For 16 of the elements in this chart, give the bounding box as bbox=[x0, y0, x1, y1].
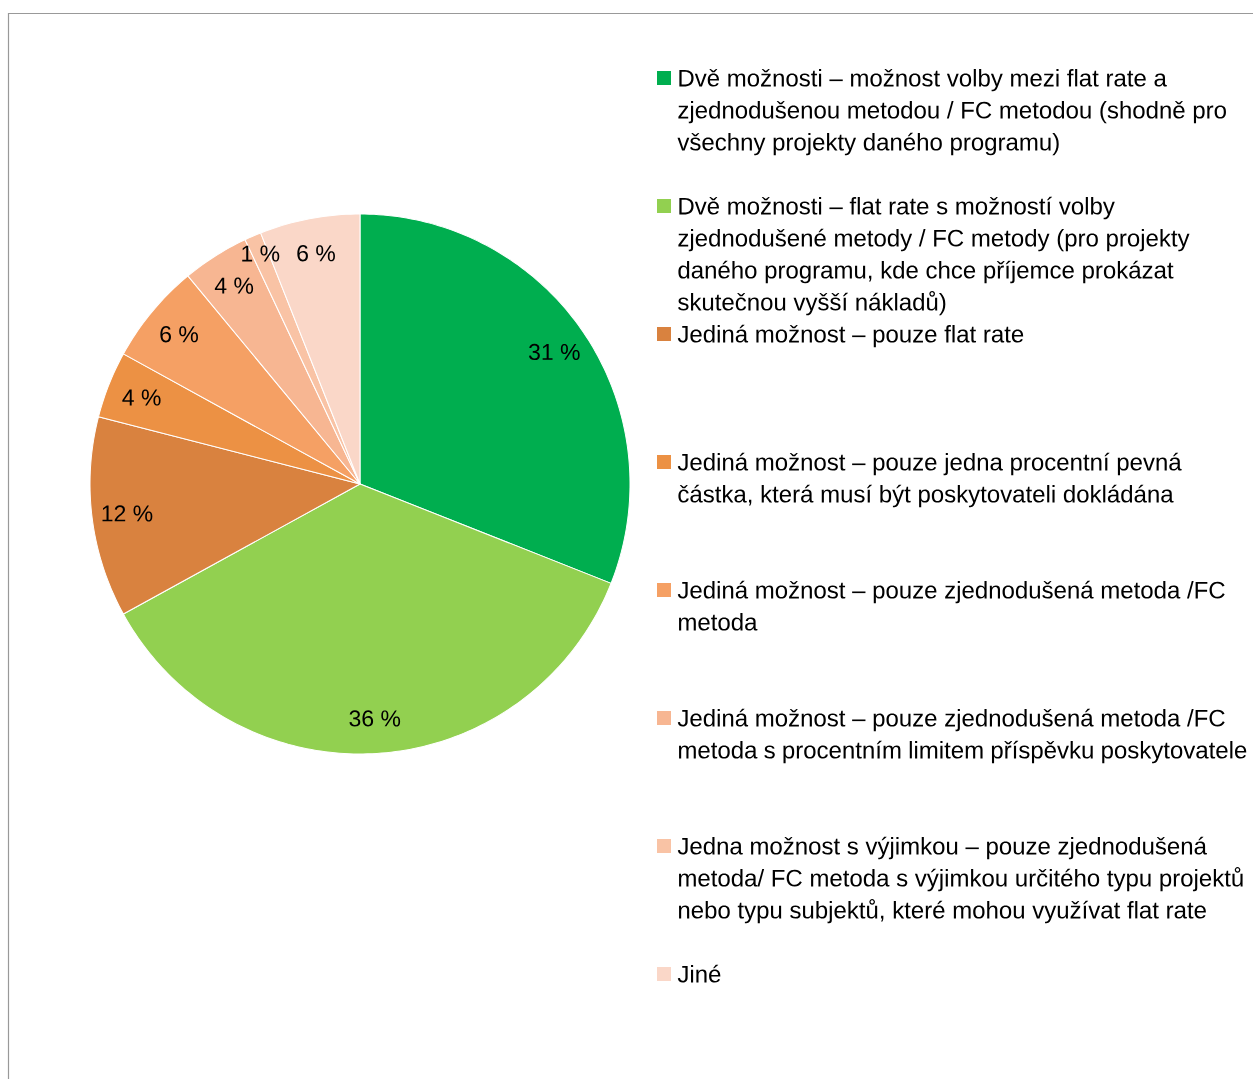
legend-label: Jediná možnost – pouze flat rate bbox=[677, 324, 1024, 348]
data-label: 31 % bbox=[528, 343, 580, 361]
data-label: 6 % bbox=[160, 326, 198, 343]
legend-label: Dvě možnosti – flat rate s možností volby zjednodušené metody / FC metody (pro projekty daného programu, kde chce příjemce prokázat skutečnou vyšší nákladů) bbox=[678, 196, 1190, 316]
data-label: 12 % bbox=[102, 505, 153, 522]
legend-label: Jedna možnost s výjimkou – pouze zjednodušená metoda/ FC metoda s výjimkou určitého typu projektů nebo typu subjektů, které mohou využívat flat rate bbox=[677, 836, 1243, 924]
legend-label: Jediná možnost – pouze zjednodušená metoda /FC metoda bbox=[677, 580, 1225, 631]
legend-label: Jediná možnost – pouze jedna procentní pevná částka, která musí být poskytovateli dokládána bbox=[677, 452, 1182, 508]
data-label: 1 % bbox=[242, 245, 280, 262]
data-label: 4 % bbox=[214, 277, 254, 294]
data-label: 4 % bbox=[122, 389, 161, 406]
legend-label: Jediná možnost – pouze zjednodušená metoda /FC metoda s procentním limitem příspěvku poskytovatele bbox=[677, 708, 1247, 764]
legend-label: Dvě možnosti – možnost volby mezi flat rate a zjednodušenou metodou / FC metodou (shodně pro všechny projekty daného programu) bbox=[677, 68, 1226, 156]
data-label: 6 % bbox=[297, 245, 335, 262]
legend-label: Jiné bbox=[677, 964, 721, 983]
data-label: 36 % bbox=[349, 710, 401, 727]
